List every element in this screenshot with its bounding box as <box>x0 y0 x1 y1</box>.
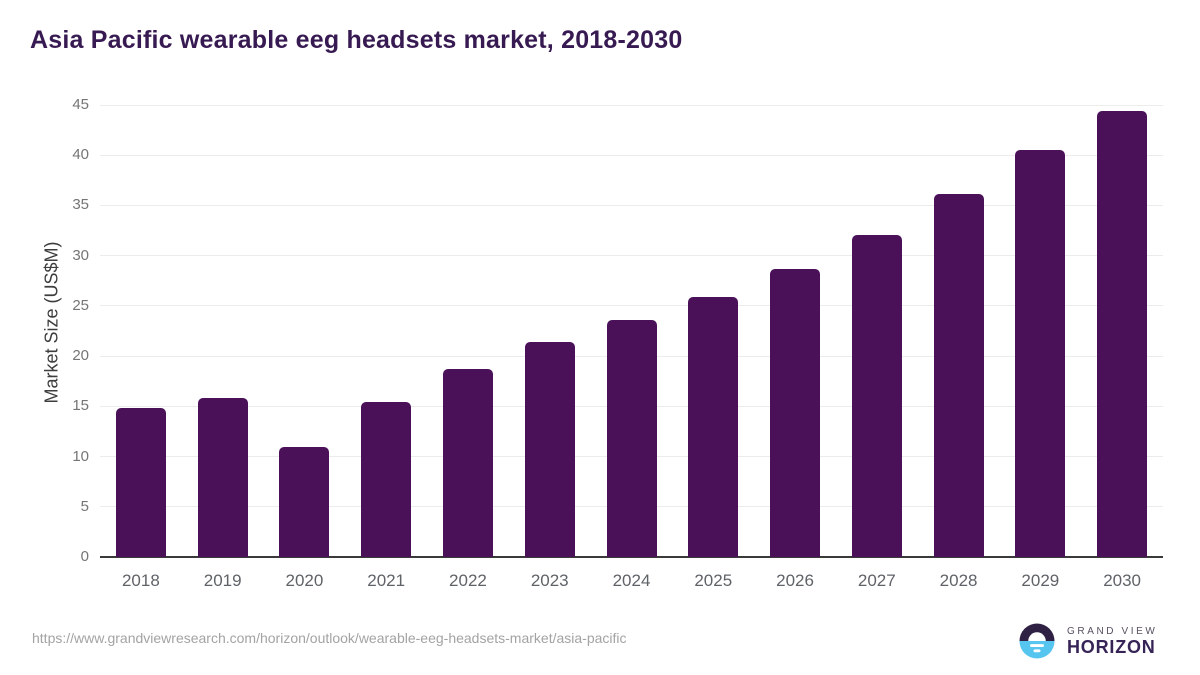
gridline-y-30 <box>100 255 1163 257</box>
bar-2024[interactable] <box>606 319 657 557</box>
bar-2023[interactable] <box>524 342 575 557</box>
x-label-2024: 2024 <box>612 571 651 590</box>
y-tick-label-5: 5 <box>80 497 89 515</box>
x-label-2030: 2030 <box>1103 571 1142 590</box>
bar-2020[interactable] <box>279 446 330 557</box>
x-axis-line <box>100 556 1163 558</box>
x-label-2020: 2020 <box>285 571 324 590</box>
y-tick-label-40: 40 <box>72 146 89 164</box>
brand-logo: GRAND VIEW HORIZON <box>1016 620 1157 662</box>
x-label-2022: 2022 <box>449 571 487 590</box>
brand-name-bottom: HORIZON <box>1067 636 1156 657</box>
bar-2019[interactable] <box>197 398 248 557</box>
gridline-y-25 <box>100 305 1163 307</box>
y-tick-label-15: 15 <box>72 397 89 415</box>
x-label-2025: 2025 <box>694 571 733 590</box>
y-tick-label-25: 25 <box>72 296 89 314</box>
bar-2030[interactable] <box>1097 111 1148 557</box>
y-tick-label-0: 0 <box>80 548 89 565</box>
y-tick-label-45: 45 <box>72 96 89 113</box>
y-axis-tick-labels: 0 5 10 15 20 25 30 35 40 45 <box>40 96 89 565</box>
brand-name-top: GRAND VIEW <box>1067 625 1158 637</box>
y-tick-label-35: 35 <box>72 196 89 214</box>
y-tick-label-20: 20 <box>72 347 89 365</box>
brand-logo-text: GRAND VIEW HORIZON <box>1067 626 1157 657</box>
source-url: https://www.grandviewresearch.com/horizo… <box>32 630 627 646</box>
bar-2021[interactable] <box>361 402 412 557</box>
x-label-2021: 2021 <box>367 571 406 590</box>
y-tick-label-10: 10 <box>72 447 89 465</box>
bar-2022[interactable] <box>442 369 493 557</box>
bar-2029[interactable] <box>1015 150 1066 557</box>
bar-2028[interactable] <box>933 194 984 557</box>
x-label-2026: 2026 <box>776 571 814 590</box>
x-label-2019: 2019 <box>203 571 242 590</box>
x-label-2027: 2027 <box>857 571 896 590</box>
chart-title: Asia Pacific wearable eeg headsets marke… <box>30 26 683 54</box>
x-label-2029: 2029 <box>1021 571 1060 590</box>
plot-area <box>100 104 1163 558</box>
gridline-y-35 <box>100 204 1163 206</box>
bar-2018[interactable] <box>115 408 166 557</box>
gridline-y-45 <box>100 104 1163 106</box>
horizon-logo-icon <box>1019 623 1055 659</box>
x-label-2028: 2028 <box>939 571 978 590</box>
x-label-2023: 2023 <box>530 571 569 590</box>
bar-2025[interactable] <box>688 296 739 557</box>
bar-2027[interactable] <box>851 234 902 557</box>
gridline-y-40 <box>100 154 1163 156</box>
bar-2026[interactable] <box>770 268 821 557</box>
y-tick-label-30: 30 <box>72 246 89 264</box>
x-label-2018: 2018 <box>121 571 160 590</box>
x-axis-labels: 2018 2019 2020 2021 2022 2023 2024 2025 2026 2027… <box>100 571 1163 595</box>
